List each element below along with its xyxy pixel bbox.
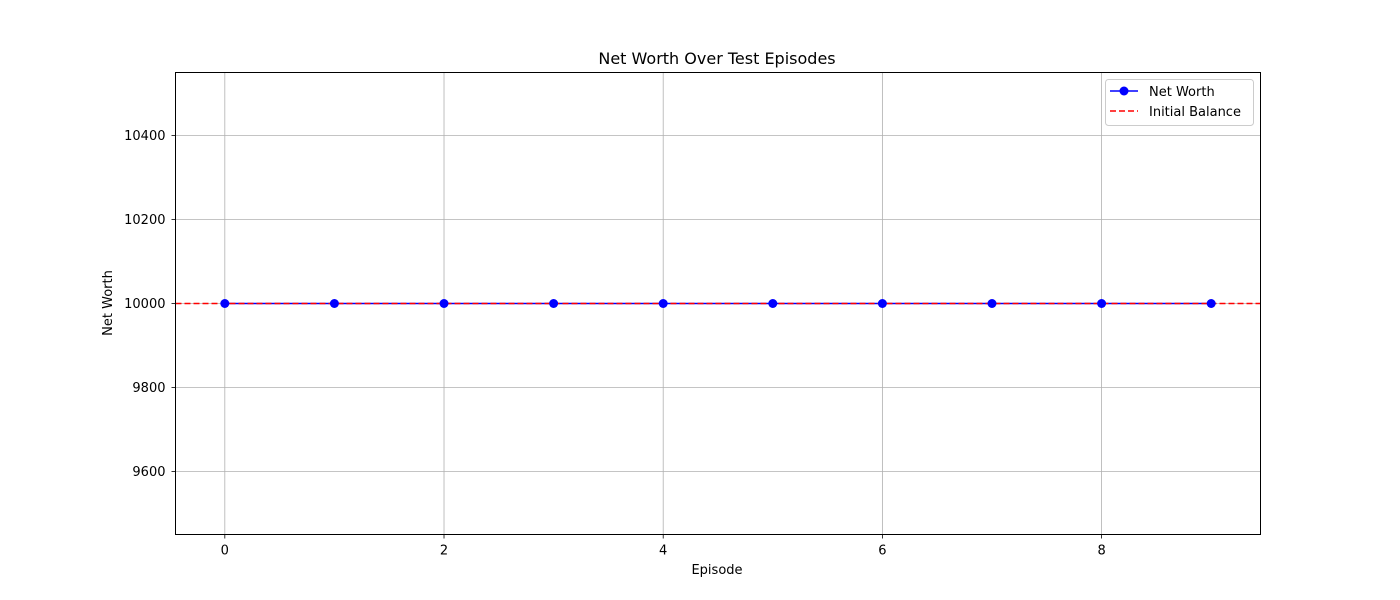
data-point — [329, 299, 339, 308]
x-axis-label: Episode — [691, 563, 742, 578]
x-tick-label: 8 — [1097, 544, 1105, 559]
legend-label-net-worth: Net Worth — [1149, 85, 1215, 100]
legend-net-worth-marker — [1119, 86, 1129, 96]
data-point — [987, 299, 997, 308]
data-point — [658, 299, 668, 308]
data-point — [1097, 299, 1107, 308]
y-tick-label: 10200 — [124, 213, 165, 228]
legend-box — [1105, 79, 1254, 126]
y-tick-label: 10400 — [124, 129, 165, 144]
data-point — [549, 299, 559, 308]
x-tick-label: 0 — [221, 544, 229, 559]
data-point — [439, 299, 449, 308]
legend-label-initial-balance: Initial Balance — [1149, 105, 1241, 120]
y-tick-label: 9800 — [132, 381, 165, 396]
x-tick-label: 4 — [659, 544, 667, 559]
data-point — [877, 299, 887, 308]
series-layer — [175, 299, 1261, 308]
chart-title: Net Worth Over Test Episodes — [598, 49, 835, 68]
y-tick-label: 10000 — [124, 297, 165, 312]
data-point — [220, 299, 230, 308]
data-point — [768, 299, 778, 308]
x-tick-label: 2 — [440, 544, 448, 559]
y-tick-label: 9600 — [132, 465, 165, 480]
y-axis-label: Net Worth — [101, 270, 116, 336]
x-tick-label: 6 — [878, 544, 886, 559]
data-point — [1206, 299, 1216, 308]
ticks: 0 2 4 6 8 9600 9800 10000 10200 10400 — [124, 129, 1106, 559]
legend: Net Worth Initial Balance — [1105, 79, 1254, 126]
